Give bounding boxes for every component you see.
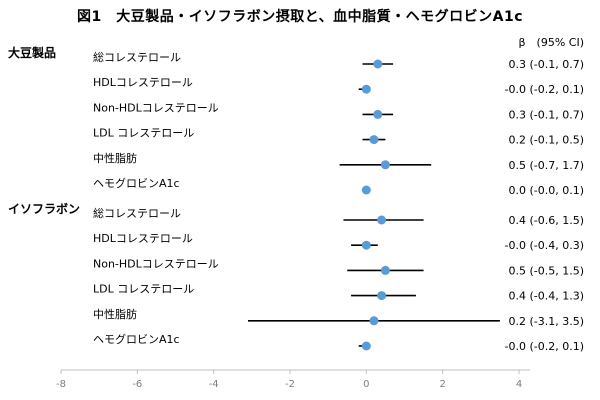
x-tick-label: -6 — [132, 379, 142, 390]
row-label: ヘモグロビンA1c — [93, 176, 180, 190]
ci-text: 0.3 (-0.1, 0.7) — [508, 58, 584, 71]
x-tick-label: -8 — [56, 379, 66, 390]
ci-text: -0.0 (-0.2, 0.1) — [505, 340, 585, 353]
point-estimate — [377, 291, 387, 301]
x-tick-label: 2 — [439, 379, 445, 390]
point-estimate — [361, 84, 371, 94]
row-label: 中性脂肪 — [93, 151, 137, 165]
ci-text: 0.0 (-0.0, 0.1) — [508, 184, 584, 197]
ci-text: -0.0 (-0.2, 0.1) — [505, 83, 585, 96]
point-estimate — [369, 135, 379, 145]
ci-text: 0.3 (-0.1, 0.7) — [508, 108, 584, 121]
row-label: Non-HDLコレステロール — [93, 101, 219, 114]
point-estimate — [380, 265, 390, 275]
row-label: HDLコレステロール — [93, 232, 193, 245]
group-label: 大豆製品 — [8, 45, 56, 60]
row-label: HDLコレステロール — [93, 76, 193, 89]
point-estimate — [380, 160, 390, 170]
point-estimate — [361, 240, 371, 250]
ci-text: -0.0 (-0.4, 0.3) — [505, 239, 585, 252]
point-estimate — [373, 59, 383, 69]
x-tick-label: -4 — [209, 379, 219, 390]
ci-text: 0.5 (-0.5, 1.5) — [508, 264, 584, 277]
ci-text: 0.2 (-0.1, 0.5) — [508, 134, 584, 147]
row-label: ヘモグロビンA1c — [93, 332, 180, 346]
row-label: 総コレステロール — [93, 50, 181, 64]
x-tick-label: 0 — [363, 379, 369, 390]
ci-text: 0.2 (-3.1, 3.5) — [508, 315, 584, 328]
chart-title: 図1 大豆製品・イソフラボン摂取と、血中脂質・ヘモグロビンA1c — [76, 9, 524, 25]
point-estimate — [361, 341, 371, 351]
point-estimate — [377, 215, 387, 225]
ci-text: 0.4 (-0.6, 1.5) — [508, 214, 584, 227]
ci-text: 0.4 (-0.4, 1.3) — [508, 290, 584, 303]
ci-column-header: β (95% CI) — [519, 36, 584, 49]
row-label: 総コレステロール — [93, 206, 181, 220]
ci-text: 0.5 (-0.7, 1.7) — [508, 159, 584, 172]
point-estimate — [361, 185, 371, 195]
row-label: 中性脂肪 — [93, 307, 137, 321]
point-estimate — [369, 316, 379, 326]
row-label: Non-HDLコレステロール — [93, 257, 219, 270]
row-label: LDL コレステロール — [93, 127, 194, 140]
row-label: LDL コレステロール — [93, 283, 194, 296]
x-tick-label: -2 — [285, 379, 295, 390]
group-label: イソフラボン — [8, 201, 80, 216]
point-estimate — [373, 109, 383, 119]
x-tick-label: 4 — [516, 379, 522, 390]
